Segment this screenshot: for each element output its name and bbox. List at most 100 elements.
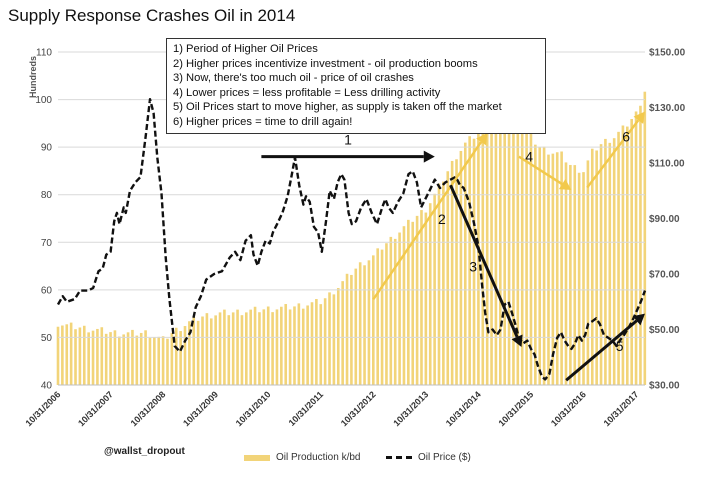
production-bar <box>363 265 366 385</box>
production-bar <box>503 124 506 385</box>
production-bar <box>507 123 511 386</box>
x-tick-label: 10/31/2006 <box>23 389 62 428</box>
production-bar <box>437 183 441 385</box>
production-bar <box>420 210 423 385</box>
production-bar <box>468 136 471 385</box>
production-bar <box>380 249 384 385</box>
y2-tick-label: $50.00 <box>649 325 680 336</box>
annotation-label-6: 6 <box>622 129 630 145</box>
annotation-arrow-3 <box>449 184 519 338</box>
oil-price-line <box>56 98 647 381</box>
production-bar <box>551 153 555 385</box>
production-bar <box>630 119 633 385</box>
y-tick-label: 90 <box>41 143 53 154</box>
info-line: 1) Period of Higher Oil Prices <box>173 43 318 55</box>
annotation-label-3: 3 <box>469 259 477 275</box>
production-bar <box>91 330 95 385</box>
annotation-arrow-4 <box>518 155 563 186</box>
production-bar <box>345 273 349 385</box>
production-bar <box>258 312 261 385</box>
annotation-arrowhead-6 <box>633 111 645 124</box>
production-bar <box>297 303 301 385</box>
production-bar <box>336 288 340 385</box>
production-bar <box>555 152 559 385</box>
production-bar <box>227 315 231 385</box>
production-bar <box>253 306 257 385</box>
production-bar <box>301 308 305 385</box>
annotation-label-2: 2 <box>438 211 446 227</box>
production-bar <box>122 334 125 385</box>
y-tick-label: 50 <box>41 333 53 344</box>
production-bar <box>161 336 165 385</box>
production-bar <box>389 236 393 385</box>
production-bar <box>542 146 546 385</box>
x-tick-label: 10/31/2008 <box>129 389 168 428</box>
production-bar <box>328 292 331 385</box>
production-bar <box>196 320 200 385</box>
production-bar <box>525 132 528 385</box>
y2-tick-label: $130.00 <box>649 103 686 114</box>
production-bar <box>218 312 222 385</box>
production-bar <box>459 150 463 385</box>
annotation-arrowhead-3 <box>511 334 523 347</box>
info-box: 1) Period of Higher Oil Prices 2) Higher… <box>166 38 546 134</box>
production-bar <box>398 232 401 385</box>
y2-tick-label: $110.00 <box>649 159 685 170</box>
production-bar <box>494 118 498 385</box>
production-bar <box>96 328 99 385</box>
production-bar <box>192 316 196 385</box>
legend-price-label: Oil Price ($) <box>418 452 471 463</box>
y2-tick-label: $150.00 <box>649 48 686 59</box>
info-line: 6) Higher prices = time to drill again! <box>173 115 353 128</box>
production-bar <box>358 262 362 385</box>
production-bar <box>118 336 121 385</box>
production-bar <box>293 306 296 385</box>
production-bar <box>643 91 647 386</box>
production-bar <box>126 332 130 385</box>
x-tick-label: 10/31/2007 <box>76 389 115 428</box>
x-tick-label: 10/31/2017 <box>602 389 641 428</box>
production-bar <box>582 172 585 385</box>
production-bar <box>332 294 336 385</box>
production-bar <box>564 162 568 385</box>
y-tick-label: 80 <box>41 190 53 201</box>
production-bar <box>411 221 415 385</box>
production-bar <box>275 309 279 385</box>
production-bar <box>569 164 572 385</box>
credit-text: @wallst_dropout <box>104 446 185 457</box>
production-bar <box>485 127 489 386</box>
x-tick-label: 10/31/2011 <box>287 389 326 428</box>
production-bar <box>407 219 410 385</box>
y-tick-label: 40 <box>41 381 53 392</box>
production-bar <box>188 321 191 385</box>
price-line-group <box>56 98 647 381</box>
production-bar <box>450 160 454 385</box>
legend-bar-swatch <box>244 454 270 461</box>
production-bar <box>621 125 625 385</box>
production-bar <box>634 111 638 386</box>
annotation-arrows: 1 2 3 4 5 6 <box>261 111 645 382</box>
annotation-label-4: 4 <box>525 148 533 164</box>
production-bar <box>109 332 112 385</box>
production-bar <box>586 160 590 385</box>
annotation-arrow-6 <box>586 119 640 189</box>
annotation-arrow-5 <box>565 319 638 382</box>
production-bar <box>153 337 156 385</box>
x-tick-label: 10/31/2013 <box>391 389 430 428</box>
production-bar <box>100 327 104 385</box>
production-bar <box>626 126 629 385</box>
info-line: 3) Now, there's too much oil - price of … <box>173 72 414 85</box>
annotation-label-1: 1 <box>344 132 352 148</box>
production-bar <box>604 138 607 385</box>
production-bar <box>529 134 533 385</box>
production-bar <box>205 313 209 385</box>
production-bar <box>341 281 344 385</box>
production-bar <box>148 337 152 385</box>
annotation-arrowhead-4 <box>558 179 572 190</box>
production-bar <box>280 306 283 385</box>
production-bar <box>170 332 174 385</box>
production-bar <box>516 131 520 385</box>
production-bar <box>179 331 182 385</box>
production-bar <box>266 306 270 385</box>
